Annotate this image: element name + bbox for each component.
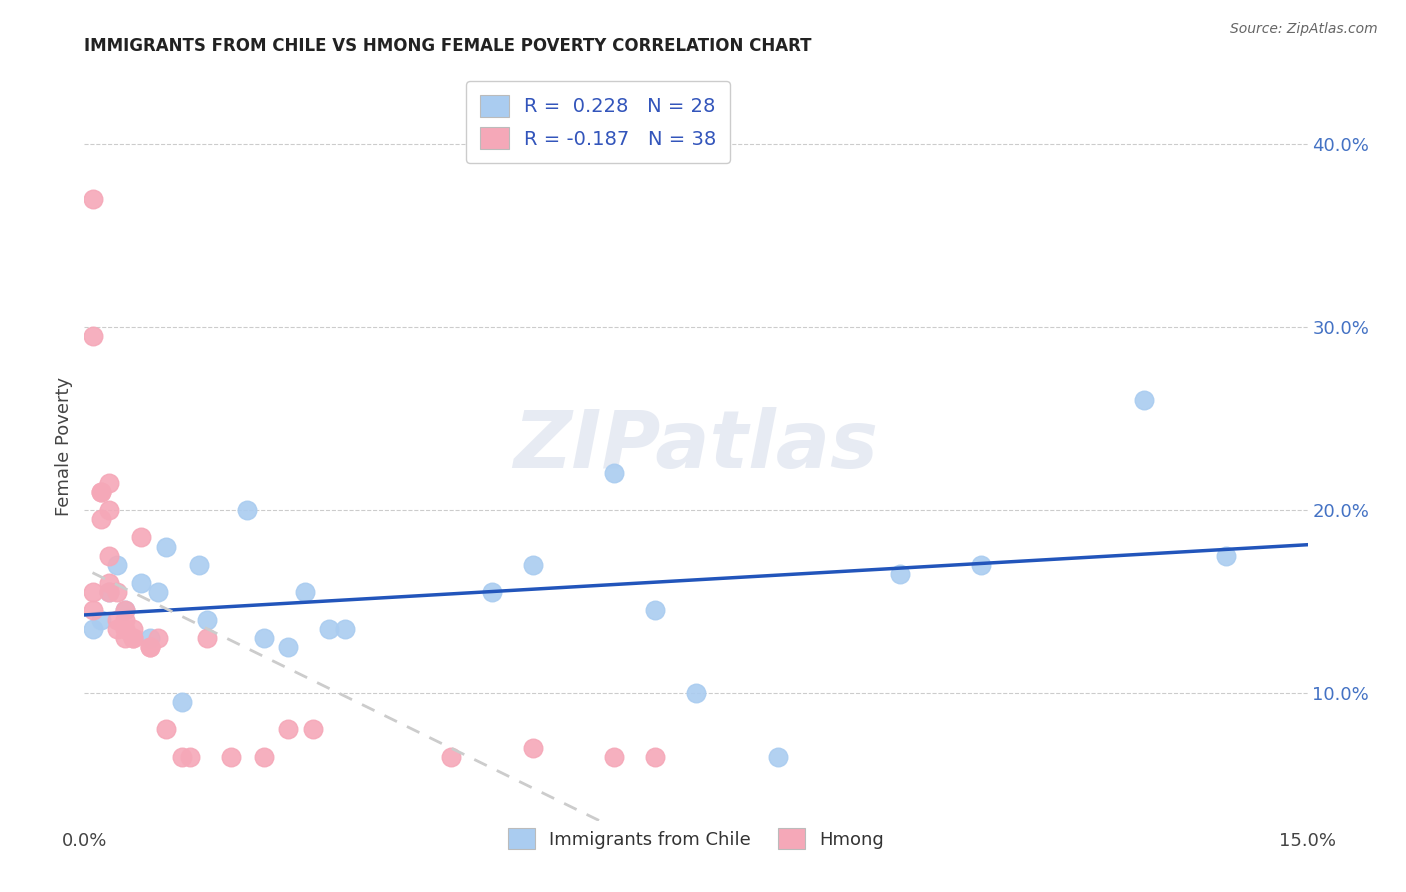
Point <box>90 484 112 499</box>
Point <box>603 467 626 481</box>
Point <box>1133 393 1156 408</box>
Point <box>90 512 112 526</box>
Point <box>335 622 357 636</box>
Point <box>179 749 201 764</box>
Text: IMMIGRANTS FROM CHILE VS HMONG FEMALE POVERTY CORRELATION CHART: IMMIGRANTS FROM CHILE VS HMONG FEMALE PO… <box>84 37 811 54</box>
Point <box>97 585 120 599</box>
Point <box>301 723 323 737</box>
Point <box>97 475 120 490</box>
Point <box>155 540 177 554</box>
Point <box>155 723 177 737</box>
Point <box>644 603 666 617</box>
Point <box>522 740 544 755</box>
Y-axis label: Female Poverty: Female Poverty <box>55 376 73 516</box>
Point <box>122 631 145 645</box>
Point <box>277 723 299 737</box>
Text: Source: ZipAtlas.com: Source: ZipAtlas.com <box>1230 22 1378 37</box>
Point <box>318 622 340 636</box>
Point <box>146 631 169 645</box>
Point <box>195 631 218 645</box>
Point <box>97 576 120 591</box>
Point <box>105 558 128 572</box>
Point <box>603 749 626 764</box>
Point <box>90 613 112 627</box>
Legend: Immigrants from Chile, Hmong: Immigrants from Chile, Hmong <box>501 822 891 856</box>
Point <box>253 631 276 645</box>
Point <box>82 192 104 206</box>
Point <box>481 585 503 599</box>
Point <box>138 640 160 654</box>
Point <box>522 558 544 572</box>
Point <box>1215 549 1237 563</box>
Point <box>644 749 666 764</box>
Point <box>187 558 209 572</box>
Point <box>236 503 259 517</box>
Point <box>114 622 136 636</box>
Point <box>138 631 160 645</box>
Point <box>970 558 993 572</box>
Point <box>105 622 128 636</box>
Point <box>294 585 316 599</box>
Point <box>195 613 218 627</box>
Point <box>889 566 911 581</box>
Point <box>131 576 153 591</box>
Point <box>146 585 169 599</box>
Point <box>114 631 136 645</box>
Point <box>766 749 789 764</box>
Point <box>253 749 276 764</box>
Point <box>82 603 104 617</box>
Point <box>114 603 136 617</box>
Point <box>97 549 120 563</box>
Point <box>172 695 194 709</box>
Point <box>440 749 463 764</box>
Point <box>685 686 707 700</box>
Point <box>82 622 104 636</box>
Point <box>131 530 153 544</box>
Point <box>138 640 160 654</box>
Point <box>122 622 145 636</box>
Point <box>82 329 104 343</box>
Text: ZIPatlas: ZIPatlas <box>513 407 879 485</box>
Point <box>114 613 136 627</box>
Point <box>97 503 120 517</box>
Point <box>105 613 128 627</box>
Point <box>219 749 242 764</box>
Point <box>90 484 112 499</box>
Point <box>82 585 104 599</box>
Point <box>122 631 145 645</box>
Point <box>97 585 120 599</box>
Point <box>277 640 299 654</box>
Point <box>172 749 194 764</box>
Point <box>114 603 136 617</box>
Point <box>105 585 128 599</box>
